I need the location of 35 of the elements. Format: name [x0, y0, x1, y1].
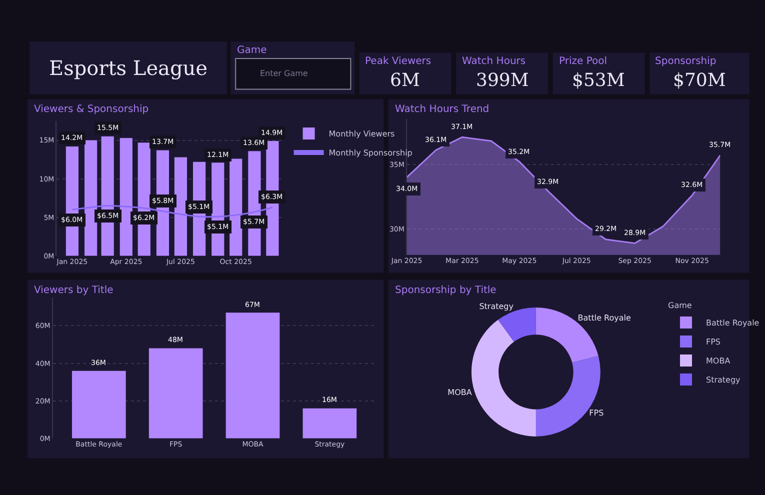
legend-label: MOBA — [706, 356, 731, 366]
text: Sponsorship — [655, 56, 716, 67]
text: 6M — [390, 70, 420, 91]
bar — [148, 348, 203, 438]
legend-title: Game — [668, 300, 692, 310]
text: Watch Hours — [462, 56, 526, 67]
chart-title: Watch Hours Trend — [395, 104, 490, 115]
text: Game — [237, 45, 267, 56]
slice-label: Strategy — [479, 302, 514, 312]
text: 399M — [476, 70, 529, 91]
bar — [120, 138, 132, 256]
bar — [230, 158, 242, 256]
text: Esports League — [49, 56, 208, 80]
bar — [226, 312, 280, 438]
chart-title: Viewers & Sponsorship — [34, 104, 149, 115]
text: $53M — [572, 70, 625, 91]
text: Enter Game — [260, 69, 308, 78]
legend-label: Battle Royale — [706, 318, 760, 328]
chart-title: Viewers by Title — [34, 285, 114, 296]
slice-label: FPS — [589, 408, 604, 418]
donut-slice — [472, 320, 536, 436]
legend-label: FPS — [706, 338, 721, 347]
text: Prize Pool — [559, 56, 608, 67]
bar — [302, 408, 357, 438]
text: Peak Viewers — [365, 56, 432, 67]
slice-label: Battle Royale — [578, 314, 632, 323]
bar — [84, 140, 98, 256]
chart-title: Sponsorship by Title — [395, 285, 496, 296]
legend-label: Strategy — [706, 376, 741, 385]
bar — [174, 157, 188, 256]
bar — [72, 370, 126, 438]
text: $70M — [673, 70, 726, 91]
legend-label: Monthly Sponsorship — [328, 148, 412, 158]
legend-label: Monthly Viewers — [328, 130, 395, 139]
slice-label: MOBA — [448, 388, 472, 397]
